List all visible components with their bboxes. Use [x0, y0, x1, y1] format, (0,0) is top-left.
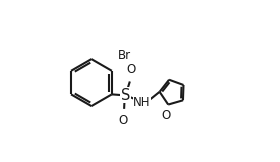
- Text: NH: NH: [133, 96, 151, 109]
- Text: O: O: [119, 114, 128, 127]
- Text: S: S: [121, 88, 130, 103]
- Text: O: O: [126, 63, 135, 76]
- Text: Br: Br: [118, 49, 131, 62]
- Text: O: O: [162, 109, 171, 122]
